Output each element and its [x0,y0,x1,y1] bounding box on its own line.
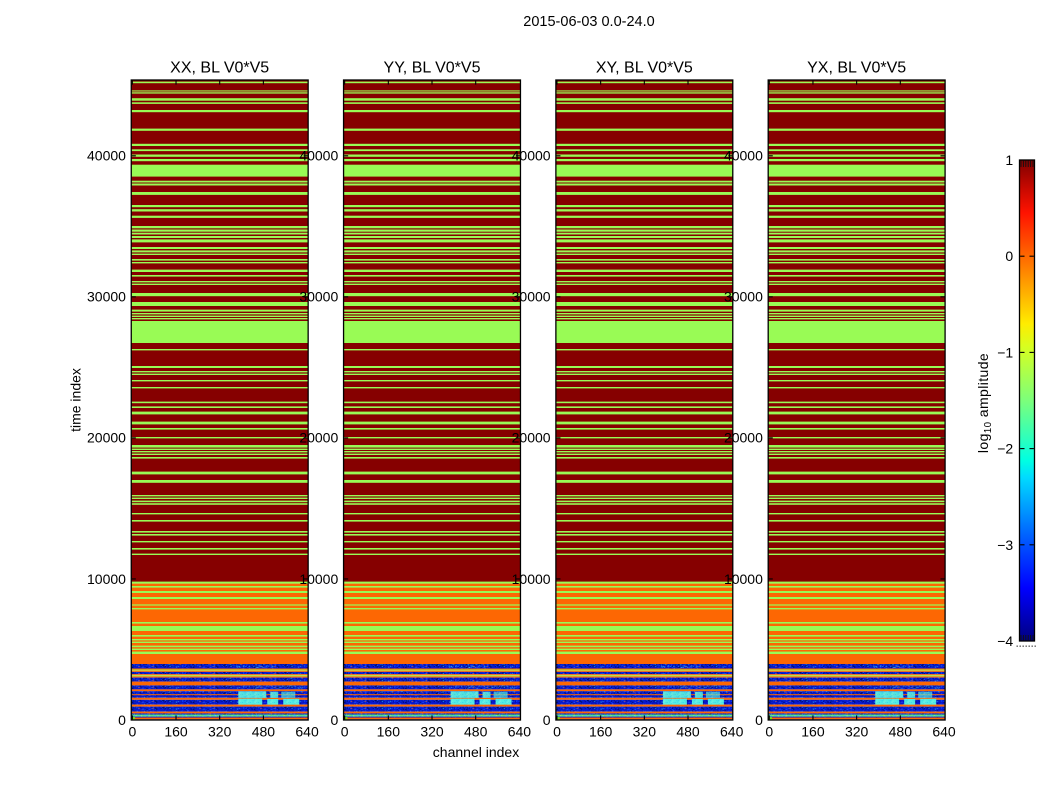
svg-text:30000: 30000 [512,289,551,305]
svg-text:320: 320 [420,724,444,740]
svg-text:20000: 20000 [87,430,126,446]
svg-text:40000: 40000 [512,148,551,164]
svg-text:0: 0 [118,712,126,728]
svg-text:−3: −3 [997,537,1013,553]
svg-text:channel index: channel index [433,744,519,760]
svg-text:XY, BL V0*V5: XY, BL V0*V5 [596,60,693,77]
svg-text:160: 160 [589,724,613,740]
svg-text:0: 0 [1005,248,1013,264]
svg-text:0: 0 [330,712,338,728]
svg-text:320: 320 [845,724,869,740]
svg-text:160: 160 [377,724,401,740]
svg-text:40000: 40000 [87,148,126,164]
svg-text:640: 640 [720,724,744,740]
svg-text:480: 480 [252,724,276,740]
svg-text:640: 640 [932,724,956,740]
svg-text:160: 160 [801,724,825,740]
svg-text:0: 0 [755,712,763,728]
svg-text:−2: −2 [997,441,1013,457]
svg-text:40000: 40000 [724,148,763,164]
svg-text:480: 480 [889,724,913,740]
svg-text:10000: 10000 [299,571,338,587]
svg-text:30000: 30000 [87,289,126,305]
svg-text:time index: time index [68,368,84,432]
svg-text:0: 0 [543,712,551,728]
svg-text:0: 0 [553,724,561,740]
svg-text:log10 amplitude: log10 amplitude [975,353,994,453]
svg-text:0: 0 [341,724,349,740]
svg-text:−4: −4 [997,633,1013,649]
svg-text:40000: 40000 [299,148,338,164]
svg-text:2015-06-03 0.0-24.0: 2015-06-03 0.0-24.0 [523,14,654,30]
svg-text:20000: 20000 [512,430,551,446]
svg-text:1: 1 [1005,152,1013,168]
svg-text:YY, BL V0*V5: YY, BL V0*V5 [384,60,481,77]
svg-text:160: 160 [164,724,188,740]
svg-text:0: 0 [128,724,136,740]
svg-text:10000: 10000 [724,571,763,587]
svg-text:320: 320 [208,724,232,740]
svg-text:640: 640 [508,724,532,740]
svg-text:640: 640 [295,724,319,740]
svg-text:20000: 20000 [724,430,763,446]
svg-text:10000: 10000 [512,571,551,587]
svg-text:XX, BL V0*V5: XX, BL V0*V5 [170,60,269,77]
svg-text:−1: −1 [997,344,1013,360]
svg-text:YX, BL V0*V5: YX, BL V0*V5 [807,60,906,77]
svg-text:20000: 20000 [299,430,338,446]
svg-text:0: 0 [765,724,773,740]
svg-text:320: 320 [633,724,657,740]
svg-text:480: 480 [676,724,700,740]
svg-text:30000: 30000 [299,289,338,305]
svg-text:480: 480 [464,724,488,740]
svg-text:10000: 10000 [87,571,126,587]
svg-text:30000: 30000 [724,289,763,305]
